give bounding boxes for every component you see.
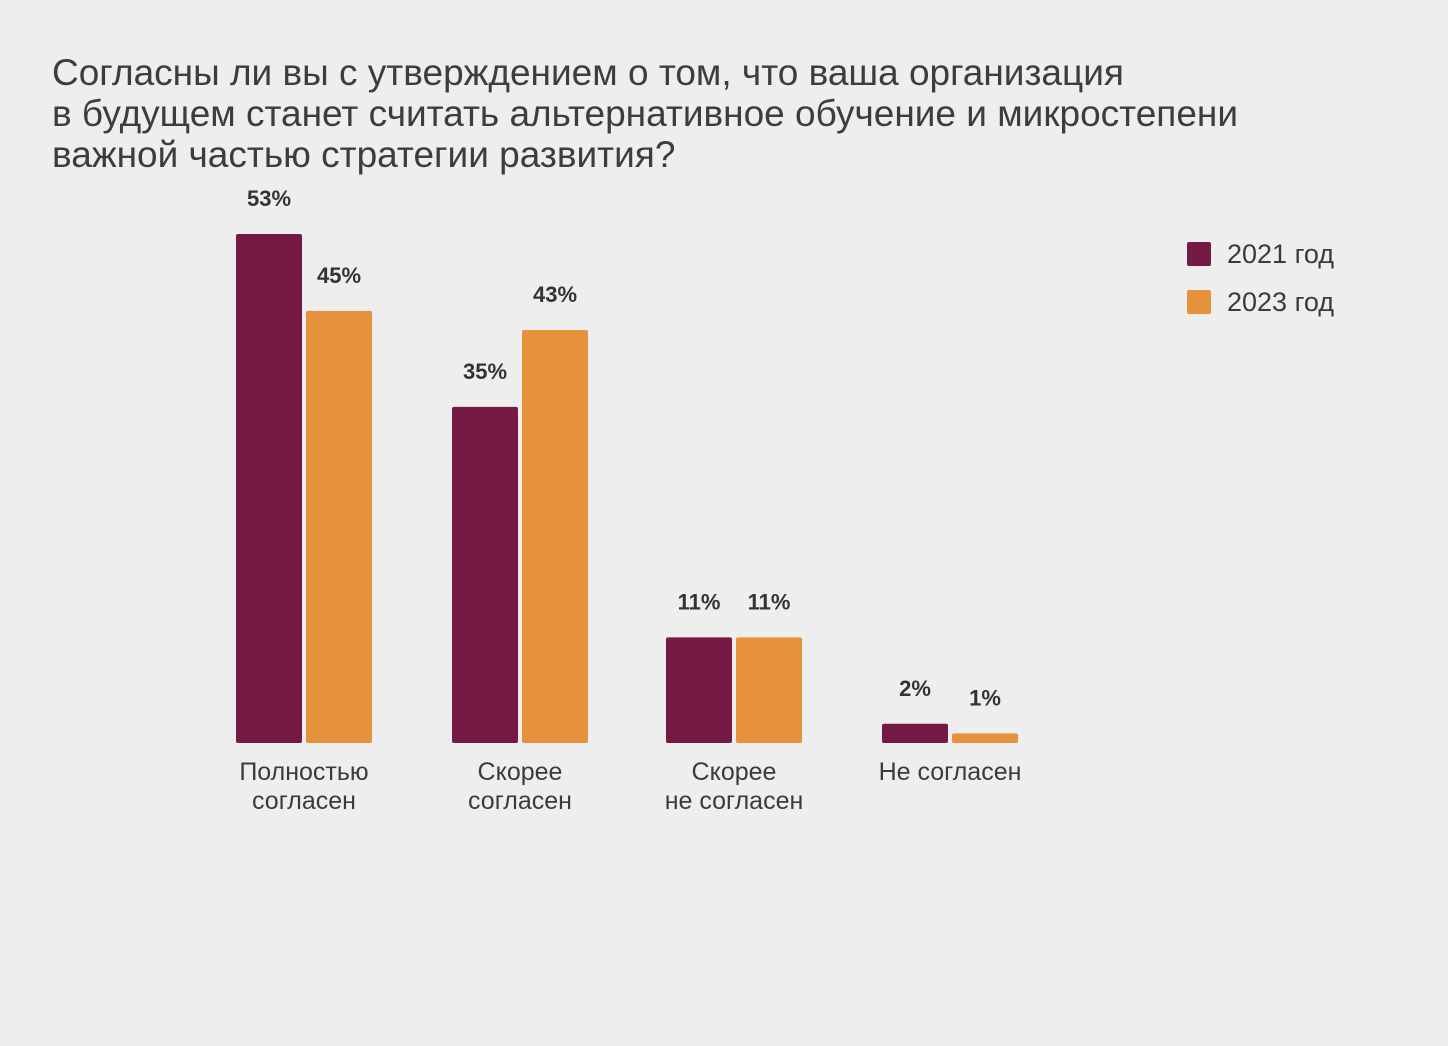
data-label: 11% bbox=[748, 589, 791, 614]
category-label: Скорее bbox=[478, 758, 563, 786]
legend-item-2021: 2021 год bbox=[1187, 230, 1334, 278]
category-label: Полностью bbox=[239, 758, 368, 786]
bar-2023 bbox=[952, 733, 1018, 743]
chart-title: Согласны ли вы с утверждением о том, что… bbox=[52, 52, 1392, 175]
bar-2023 bbox=[306, 310, 372, 743]
bar-2021 bbox=[882, 723, 948, 743]
bar-2023 bbox=[522, 330, 588, 743]
bar-2021 bbox=[666, 637, 732, 743]
chart-title-line-3: важной частью стратегии развития? bbox=[52, 134, 676, 175]
category-label: Не согласен bbox=[879, 758, 1022, 786]
category-label: не согласен bbox=[665, 787, 804, 815]
chart-title-line-1: Согласны ли вы с утверждением о том, что… bbox=[52, 52, 1124, 93]
bar-group: 2% 1% Не согласен bbox=[879, 676, 1022, 786]
category-label: Скорее bbox=[692, 758, 777, 786]
category-label: согласен bbox=[252, 787, 356, 815]
legend-swatch-2021 bbox=[1187, 242, 1211, 266]
legend-item-2023: 2023 год bbox=[1187, 278, 1334, 326]
legend-label-2021: 2021 год bbox=[1227, 238, 1334, 269]
data-label: 2% bbox=[899, 676, 931, 701]
legend-swatch-2023 bbox=[1187, 290, 1211, 314]
bar-2023 bbox=[736, 637, 802, 743]
chart-title-line-2: в будущем станет считать альтернативное … bbox=[52, 93, 1239, 134]
data-label: 11% bbox=[678, 589, 721, 614]
data-label: 1% bbox=[969, 685, 1001, 710]
data-label: 53% bbox=[247, 186, 291, 211]
legend-label-2023: 2023 год bbox=[1227, 286, 1334, 317]
legend: 2021 год 2023 год bbox=[1187, 230, 1334, 326]
bar-2021 bbox=[236, 234, 302, 743]
data-label: 45% bbox=[317, 263, 361, 288]
data-label: 43% bbox=[533, 282, 577, 307]
data-label: 35% bbox=[463, 359, 507, 384]
category-label: согласен bbox=[468, 787, 572, 815]
bar-2021 bbox=[452, 406, 518, 743]
